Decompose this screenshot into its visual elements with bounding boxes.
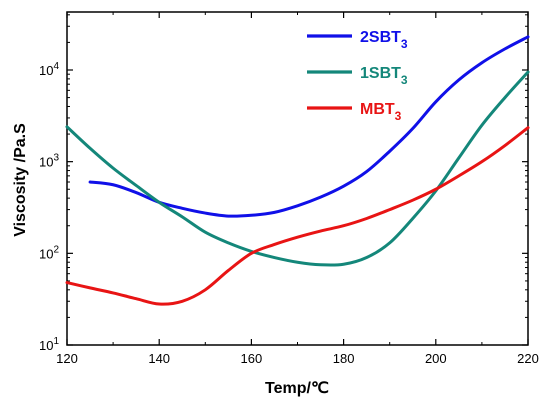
legend-label-1: 1SBT3 xyxy=(360,65,408,87)
y-axis-title: Viscosity /Pa.S xyxy=(12,123,29,237)
x-axis-title: Temp/℃ xyxy=(265,380,329,397)
series-line-0 xyxy=(88,35,530,218)
y-tick-label: 103 xyxy=(39,153,59,170)
y-tick-label: 104 xyxy=(39,61,59,78)
series-line-2 xyxy=(65,126,530,306)
x-tick-label: 180 xyxy=(333,351,355,366)
x-tick-label: 220 xyxy=(517,351,539,366)
legend-label-0: 2SBT3 xyxy=(360,29,408,51)
y-tick-label: 102 xyxy=(39,244,59,261)
series-lines xyxy=(65,35,530,306)
y-tick-label: 101 xyxy=(39,336,59,353)
x-tick-label: 160 xyxy=(241,351,263,366)
series-line-1 xyxy=(65,70,530,267)
x-tick-label: 120 xyxy=(56,351,78,366)
axes: 120 140 160 180 200 220 101 102 103 104 xyxy=(39,12,539,366)
x-tick-label: 200 xyxy=(425,351,447,366)
legend: 2SBT3 1SBT3 MBT3 xyxy=(307,29,408,123)
x-tick-label: 140 xyxy=(148,351,170,366)
legend-label-2: MBT3 xyxy=(360,101,402,123)
plot-frame xyxy=(66,11,529,346)
